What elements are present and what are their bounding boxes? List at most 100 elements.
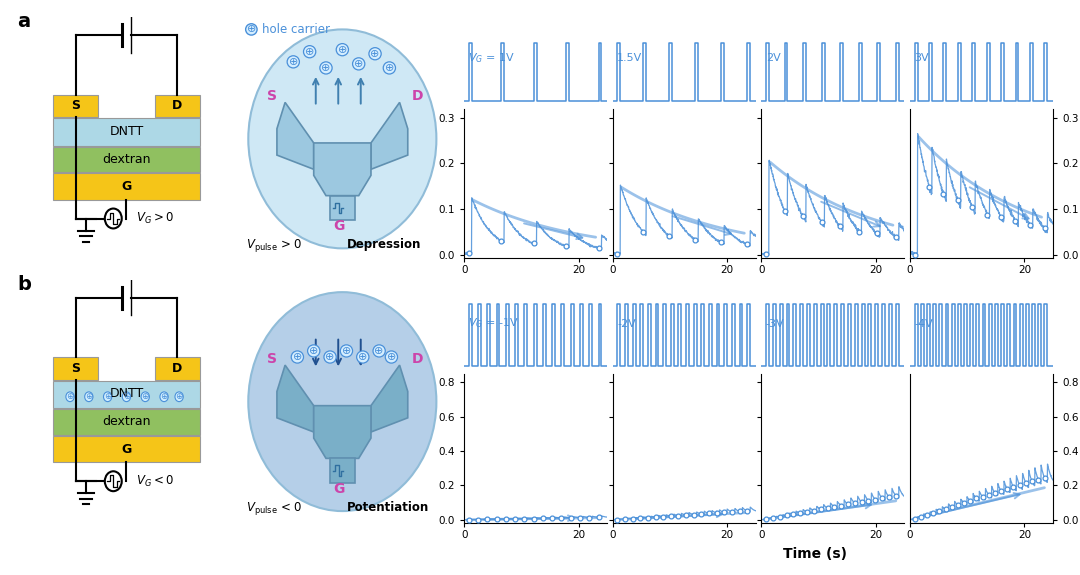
- Polygon shape: [276, 102, 313, 169]
- Circle shape: [324, 351, 336, 363]
- Text: $V_G < 0$: $V_G < 0$: [136, 474, 174, 489]
- Circle shape: [141, 392, 149, 401]
- Text: ⊕: ⊕: [175, 392, 183, 401]
- Polygon shape: [313, 406, 370, 458]
- Polygon shape: [370, 102, 408, 169]
- Text: D: D: [411, 352, 423, 366]
- Text: 3V: 3V: [915, 53, 929, 63]
- Text: hole carrier: hole carrier: [261, 23, 329, 36]
- Text: ⊕: ⊕: [321, 63, 330, 73]
- Text: ⊕: ⊕: [141, 392, 149, 401]
- Text: ⊕: ⊕: [325, 352, 335, 362]
- FancyBboxPatch shape: [53, 409, 200, 435]
- Text: 1.5V: 1.5V: [617, 53, 643, 63]
- Ellipse shape: [248, 292, 436, 511]
- Circle shape: [303, 45, 315, 58]
- Text: DNTT: DNTT: [109, 388, 144, 400]
- Text: 2V: 2V: [766, 53, 781, 63]
- Circle shape: [352, 58, 365, 70]
- Text: D: D: [411, 89, 423, 104]
- Circle shape: [320, 62, 333, 74]
- Text: ⊕: ⊕: [66, 392, 73, 401]
- Text: ⊕: ⊕: [305, 47, 314, 57]
- Text: G: G: [121, 443, 132, 455]
- Circle shape: [66, 392, 75, 401]
- Text: $V_G$ = -1V: $V_G$ = -1V: [469, 317, 519, 331]
- Circle shape: [105, 209, 122, 228]
- Text: dextran: dextran: [103, 416, 151, 428]
- FancyBboxPatch shape: [154, 358, 200, 380]
- Circle shape: [308, 345, 320, 357]
- Polygon shape: [313, 143, 370, 196]
- Ellipse shape: [248, 29, 436, 248]
- Polygon shape: [370, 365, 408, 432]
- Text: -2V: -2V: [617, 319, 636, 328]
- Polygon shape: [276, 365, 313, 432]
- Text: S: S: [71, 362, 80, 375]
- Text: ⊕: ⊕: [85, 392, 93, 401]
- Text: S: S: [267, 352, 276, 366]
- Text: S: S: [267, 89, 276, 104]
- Text: ⊕: ⊕: [359, 352, 367, 362]
- Text: ⊕: ⊕: [293, 352, 302, 362]
- Circle shape: [122, 392, 131, 401]
- Text: a: a: [17, 13, 30, 32]
- Text: ⊕: ⊕: [370, 49, 380, 59]
- Text: ⊕: ⊕: [288, 57, 298, 67]
- Text: dextran: dextran: [103, 153, 151, 166]
- Circle shape: [104, 392, 111, 401]
- Circle shape: [287, 56, 299, 68]
- Circle shape: [292, 351, 303, 363]
- Circle shape: [383, 62, 395, 74]
- Text: $V_G$ = 1V: $V_G$ = 1V: [469, 52, 515, 66]
- Text: S: S: [71, 99, 80, 112]
- Circle shape: [84, 392, 93, 401]
- Text: Potentiation: Potentiation: [347, 501, 429, 514]
- Circle shape: [336, 44, 349, 56]
- Circle shape: [373, 345, 386, 357]
- Text: Depression: Depression: [347, 239, 421, 251]
- FancyBboxPatch shape: [53, 118, 200, 145]
- Text: ⊕: ⊕: [375, 346, 383, 356]
- Circle shape: [245, 24, 257, 35]
- Text: G: G: [334, 482, 345, 496]
- FancyBboxPatch shape: [154, 95, 200, 117]
- Text: D: D: [172, 362, 183, 375]
- Text: ⊕: ⊕: [387, 352, 396, 362]
- FancyBboxPatch shape: [53, 95, 98, 117]
- Text: ⊕: ⊕: [123, 392, 131, 401]
- Text: -4V: -4V: [915, 319, 933, 328]
- Text: $V_{\rm pulse}$ < 0: $V_{\rm pulse}$ < 0: [246, 500, 302, 517]
- Text: $V_{\rm pulse}$ > 0: $V_{\rm pulse}$ > 0: [246, 237, 302, 255]
- Circle shape: [356, 351, 369, 363]
- FancyBboxPatch shape: [53, 358, 98, 380]
- Text: D: D: [172, 99, 183, 112]
- Circle shape: [160, 392, 168, 401]
- Polygon shape: [330, 196, 354, 220]
- Circle shape: [386, 351, 397, 363]
- Text: ⊕: ⊕: [338, 45, 347, 55]
- Text: ⊕: ⊕: [309, 346, 319, 356]
- Text: G: G: [121, 180, 132, 193]
- Text: ⊕: ⊕: [384, 63, 394, 73]
- FancyBboxPatch shape: [53, 381, 200, 408]
- FancyBboxPatch shape: [53, 147, 200, 172]
- Circle shape: [105, 472, 122, 491]
- Text: Time (s): Time (s): [783, 547, 848, 561]
- Polygon shape: [330, 458, 354, 482]
- Text: ⊕: ⊕: [246, 24, 256, 34]
- Text: b: b: [17, 275, 31, 294]
- Text: DNTT: DNTT: [109, 125, 144, 137]
- Circle shape: [369, 48, 381, 60]
- Text: ⊕: ⊕: [104, 392, 111, 401]
- Text: -3V: -3V: [766, 319, 784, 328]
- Text: G: G: [334, 219, 345, 233]
- Text: ⊕: ⊕: [354, 59, 363, 69]
- FancyBboxPatch shape: [53, 173, 200, 200]
- Text: $V_G > 0$: $V_G > 0$: [136, 211, 174, 226]
- Circle shape: [340, 345, 352, 357]
- Text: ⊕: ⊕: [160, 392, 167, 401]
- Circle shape: [175, 392, 184, 401]
- FancyBboxPatch shape: [53, 436, 200, 462]
- Text: ⊕: ⊕: [341, 346, 351, 356]
